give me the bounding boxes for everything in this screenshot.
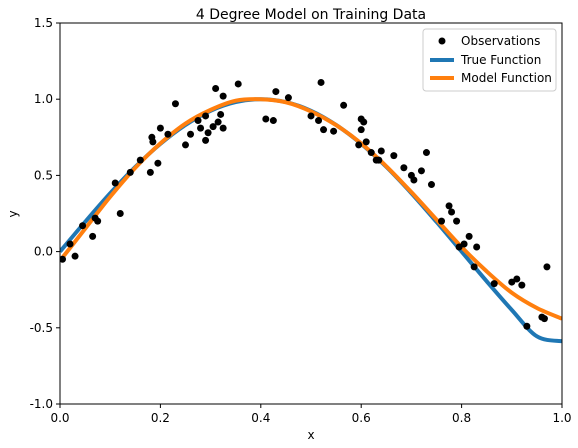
observation-point bbox=[94, 217, 102, 225]
observation-point bbox=[156, 124, 164, 132]
observation-point bbox=[540, 315, 548, 323]
observation-point bbox=[71, 252, 79, 260]
observation-point bbox=[197, 124, 205, 132]
observation-point bbox=[202, 136, 210, 144]
observation-point bbox=[219, 92, 227, 100]
observation-point bbox=[111, 179, 119, 187]
observation-point bbox=[422, 149, 430, 157]
observation-point bbox=[219, 124, 227, 132]
observation-point bbox=[315, 117, 323, 125]
y-tick-label: -1.0 bbox=[30, 397, 53, 411]
legend: Observations True Function Model Functio… bbox=[422, 28, 557, 92]
observation-point bbox=[355, 141, 363, 149]
y-tick-label: -0.5 bbox=[30, 321, 53, 335]
x-tick-label: 1.0 bbox=[552, 411, 571, 425]
observation-point bbox=[204, 129, 212, 137]
x-tick-label: 0.6 bbox=[352, 411, 371, 425]
observation-point bbox=[543, 263, 551, 271]
observation-point bbox=[307, 112, 315, 120]
observation-point bbox=[518, 281, 526, 289]
observation-point bbox=[146, 168, 154, 176]
observation-point bbox=[508, 278, 516, 286]
observation-point bbox=[367, 149, 375, 157]
observation-point bbox=[357, 126, 365, 134]
x-tick-label: 0.0 bbox=[50, 411, 69, 425]
observation-point bbox=[89, 232, 97, 240]
observation-point bbox=[427, 181, 435, 189]
observation-point bbox=[330, 127, 338, 135]
y-tick-label: 1.0 bbox=[34, 92, 53, 106]
observation-point bbox=[417, 167, 425, 175]
observation-point bbox=[272, 88, 280, 96]
observation-point bbox=[126, 168, 134, 176]
chart-title: 4 Degree Model on Training Data bbox=[196, 7, 426, 23]
observation-point bbox=[194, 117, 202, 125]
x-axis-label: x bbox=[307, 428, 314, 442]
observation-point bbox=[171, 100, 179, 108]
observation-point bbox=[390, 152, 398, 160]
observation-point bbox=[375, 156, 383, 164]
observation-point bbox=[234, 80, 242, 88]
observation-point bbox=[400, 164, 408, 172]
observation-point bbox=[513, 275, 521, 283]
observation-point bbox=[182, 141, 189, 149]
x-tick-label: 0.8 bbox=[452, 411, 471, 425]
plot-frame bbox=[59, 22, 563, 405]
observation-point bbox=[164, 130, 172, 138]
legend-observations-marker bbox=[438, 37, 446, 45]
observation-point bbox=[465, 232, 473, 240]
observation-point bbox=[377, 147, 385, 155]
observation-point bbox=[473, 243, 481, 251]
observation-point bbox=[214, 118, 222, 126]
observation-point bbox=[340, 101, 348, 109]
observation-point bbox=[460, 240, 468, 248]
observation-point bbox=[262, 115, 270, 123]
observation-point bbox=[490, 280, 498, 288]
observation-point bbox=[320, 126, 328, 134]
x-tick-label: 0.2 bbox=[151, 411, 170, 425]
legend-true-function-label: True Function bbox=[460, 53, 541, 67]
ticks-layer: 0.0 0.2 0.4 0.6 0.8 1.0 -1.0 -0.5 0.0 0.5 1.0 1.5 bbox=[30, 16, 572, 425]
legend-observations-label: Observations bbox=[461, 34, 540, 48]
y-axis-label: y bbox=[6, 210, 20, 217]
legend-model-function-label: Model Function bbox=[461, 71, 552, 85]
observation-point bbox=[154, 159, 162, 167]
observation-point bbox=[66, 240, 74, 248]
data-layer bbox=[60, 78, 562, 344]
observation-point bbox=[523, 322, 531, 330]
observation-point bbox=[269, 117, 277, 125]
observation-point bbox=[136, 156, 144, 164]
legend-box bbox=[422, 28, 557, 92]
observation-point bbox=[212, 85, 220, 93]
observation-point bbox=[455, 243, 463, 251]
observation-point bbox=[79, 222, 87, 230]
observation-point bbox=[149, 138, 157, 146]
observation-point bbox=[360, 118, 368, 126]
observation-point bbox=[60, 255, 67, 263]
observation-point bbox=[445, 202, 453, 210]
y-tick-label: 0.5 bbox=[34, 168, 53, 182]
observation-point bbox=[217, 110, 225, 118]
observation-point bbox=[209, 123, 217, 131]
observation-point bbox=[410, 176, 418, 184]
observation-point bbox=[448, 208, 456, 216]
observation-point bbox=[453, 217, 461, 225]
observation-point bbox=[116, 210, 124, 217]
x-tick-label: 0.4 bbox=[251, 411, 270, 425]
observation-point bbox=[362, 138, 370, 146]
observation-point bbox=[202, 112, 210, 120]
observation-point bbox=[470, 263, 478, 271]
observation-point bbox=[317, 78, 325, 86]
y-tick-label: 0.0 bbox=[34, 245, 53, 259]
observation-point bbox=[187, 130, 195, 138]
observation-point bbox=[284, 94, 292, 102]
y-tick-label: 1.5 bbox=[34, 16, 53, 30]
observation-point bbox=[438, 217, 446, 225]
